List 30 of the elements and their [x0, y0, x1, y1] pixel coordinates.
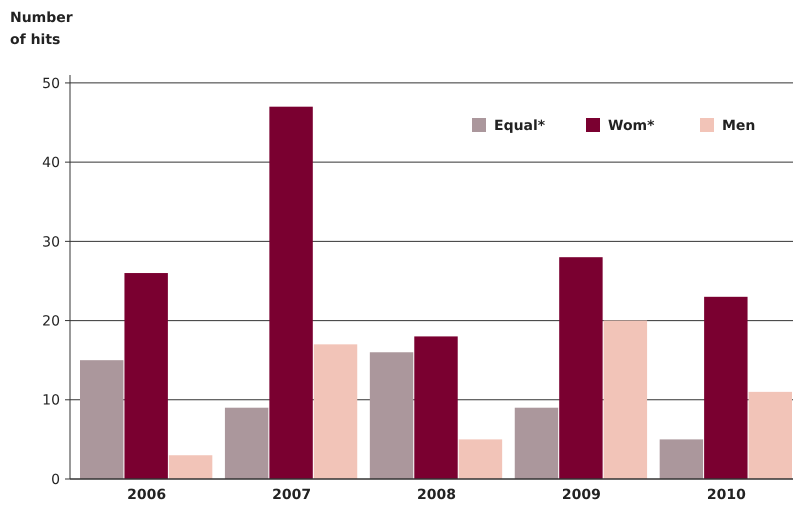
bar	[604, 320, 648, 479]
bar	[168, 455, 212, 479]
y-tick-label: 30	[42, 234, 60, 250]
x-tick-label: 2010	[706, 487, 746, 503]
x-tick-label: 2006	[127, 487, 166, 503]
legend-label: Equal*	[494, 118, 546, 134]
bar	[704, 296, 748, 479]
x-tick-label: 2007	[272, 487, 312, 503]
bar	[559, 257, 603, 479]
bar	[458, 439, 502, 479]
bar	[660, 439, 704, 479]
y-tick-label: 0	[51, 472, 60, 488]
bar	[269, 106, 313, 479]
y-tick-label: 40	[42, 155, 60, 172]
bar	[80, 360, 124, 479]
y-tick-label: 10	[42, 392, 60, 409]
legend-label: Men	[722, 118, 756, 134]
legend-label: Wom*	[608, 118, 656, 134]
bar	[514, 408, 558, 479]
bar	[414, 336, 458, 479]
y-axis-title: Number of hits	[10, 10, 73, 48]
y-tick-label: 20	[42, 313, 60, 330]
bar	[314, 344, 358, 479]
bar	[124, 273, 168, 479]
bar	[370, 352, 414, 479]
bar	[748, 392, 792, 479]
x-tick-label: 2009	[562, 487, 601, 503]
x-tick-label: 2008	[417, 487, 456, 503]
bar	[224, 408, 268, 479]
y-tick-label: 50	[42, 76, 60, 92]
